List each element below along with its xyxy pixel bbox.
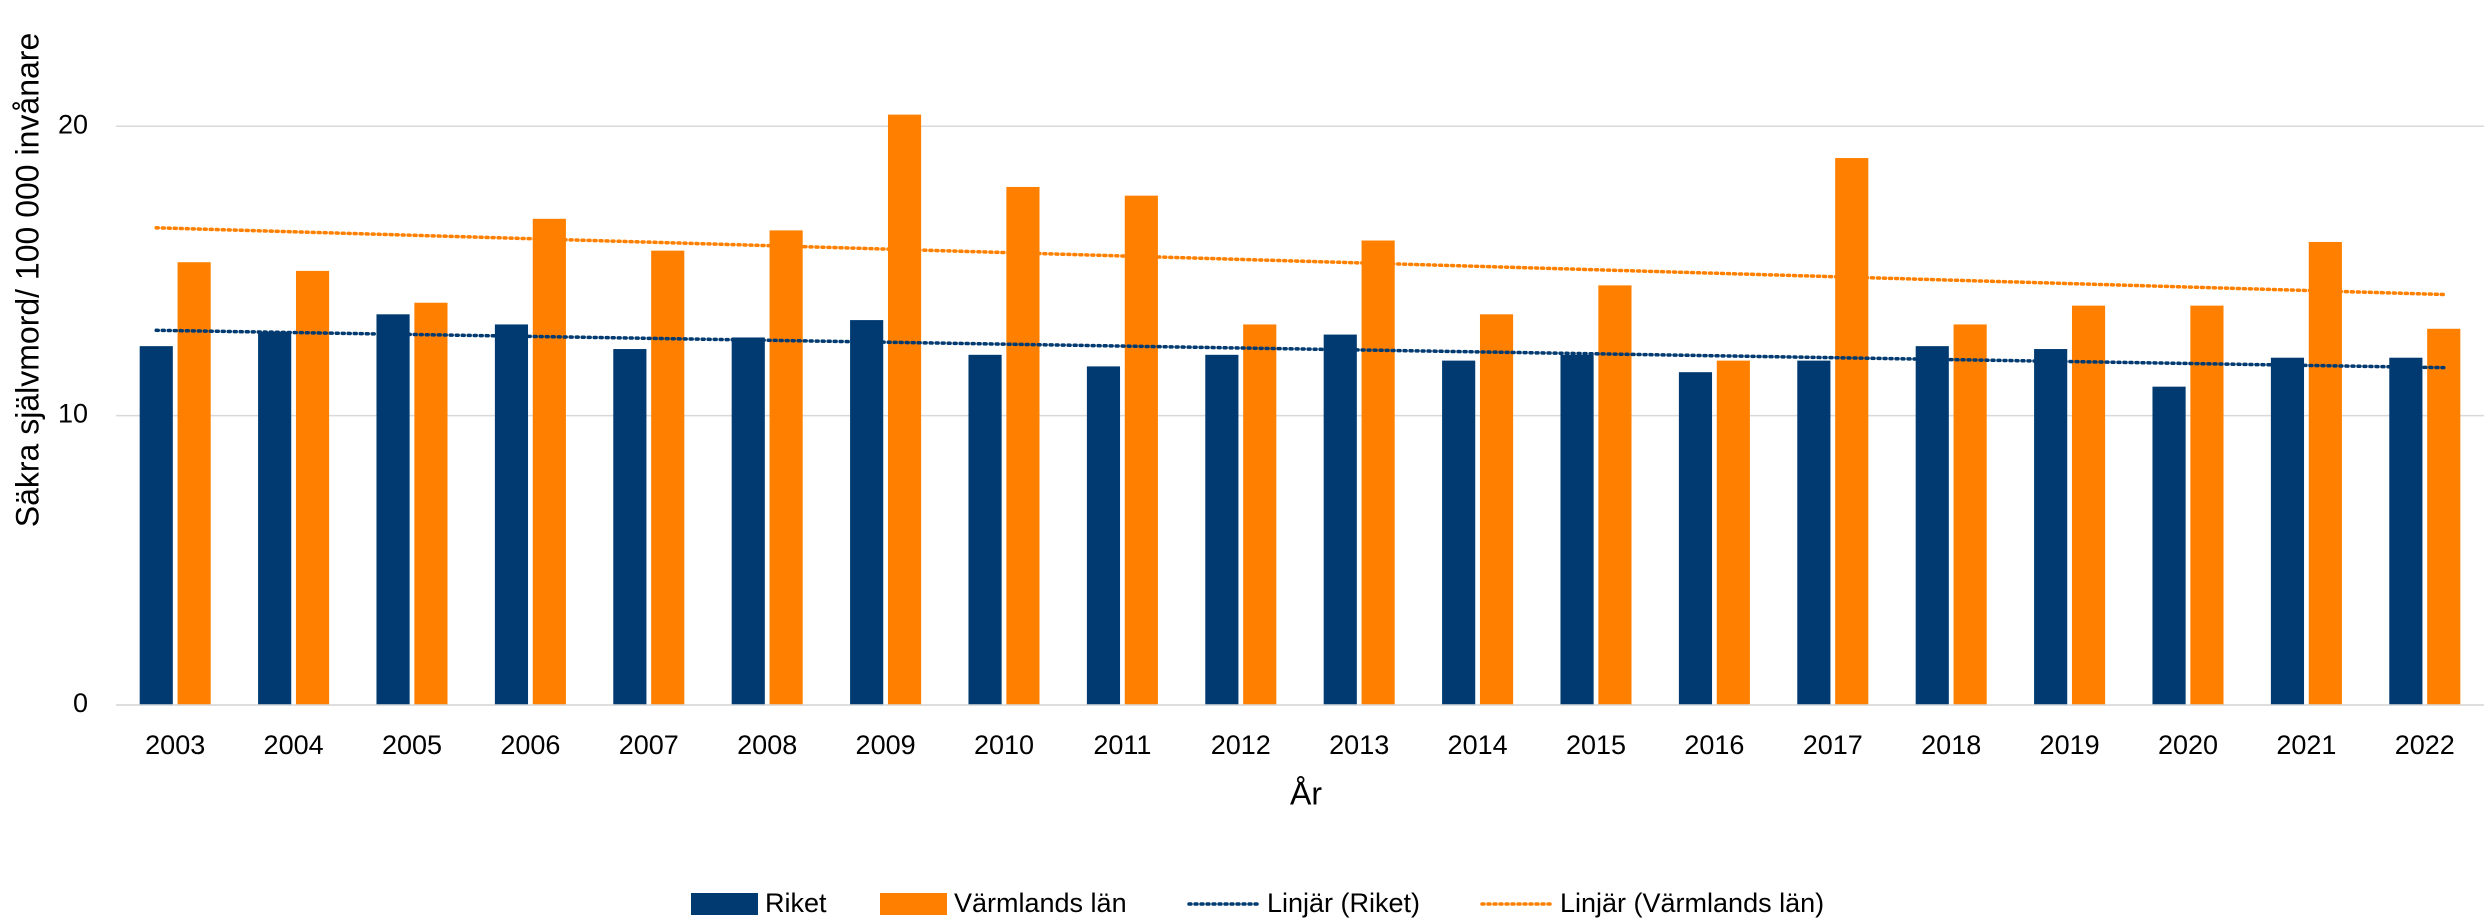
bar [850,320,884,705]
bar [1442,360,1476,705]
y-tick-label: 20 [58,109,88,139]
legend-label: Riket [765,888,827,918]
legend-swatch [880,893,947,915]
x-tick-label: 2022 [2395,730,2455,760]
legend-label: Linjär (Värmlands län) [1560,888,1824,918]
bar [1205,354,1239,705]
x-tick-label: 2010 [974,730,1034,760]
x-tick-label: 2008 [737,730,797,760]
legend-swatch [691,893,758,915]
bar [177,262,211,705]
x-tick-label: 2009 [856,730,916,760]
trendline [154,226,2446,297]
bar [139,346,173,705]
bar [2190,305,2224,705]
bar [295,270,330,705]
bar [1598,285,1632,705]
bar [1006,186,1040,705]
x-tick-label: 2005 [382,730,442,760]
x-tick-label: 2012 [1211,730,1271,760]
bar [2427,328,2461,705]
bar [1797,360,1831,705]
y-tick-label: 10 [58,399,88,429]
x-tick-label: 2011 [1093,730,1151,760]
bar [769,230,803,705]
x-tick-label: 2013 [1329,730,1389,760]
bar [2389,357,2423,705]
bar [968,354,1002,705]
bar [494,324,529,705]
y-tick-label: 0 [73,688,88,718]
x-tick-label: 2015 [1566,730,1626,760]
bar [1086,366,1121,705]
bar [1243,324,1277,705]
bar [731,337,765,705]
x-tick-label: 2021 [2276,730,2336,760]
bar [2308,241,2342,705]
bar [613,349,647,705]
bar [1835,158,1869,705]
x-tick-label: 2019 [2040,730,2100,760]
x-tick-label: 2007 [619,730,679,760]
x-tick-label: 2017 [1803,730,1863,760]
x-tick-label: 2014 [1448,730,1508,760]
bar [2152,386,2186,705]
bar [1361,240,1395,705]
bar [2270,357,2305,705]
x-tick-label: 2006 [500,730,560,760]
bar [1560,354,1594,705]
bar [1953,324,1987,705]
bar [2034,349,2068,705]
legend-label: Linjär (Riket) [1267,888,1420,918]
bar [1323,334,1357,705]
x-tick-label: 2020 [2158,730,2218,760]
bar [1124,195,1158,705]
y-axis-title: Säkra självmord/ 100 000 invånare [9,33,45,528]
x-tick-label: 2004 [264,730,324,760]
x-tick-label: 2003 [145,730,205,760]
x-tick-label: 2018 [1921,730,1981,760]
bar [1716,360,1750,705]
bar [1479,314,1514,705]
legend-label: Värmlands län [954,888,1127,918]
bar [258,331,292,705]
bar [1678,372,1713,705]
x-tick-label: 2016 [1684,730,1744,760]
bar [532,218,566,706]
bar [887,114,922,705]
x-axis-title: År [1290,775,1322,811]
trendline [154,328,2446,370]
bar [651,250,685,705]
bar [2071,305,2106,705]
bar [376,314,410,705]
bar [414,302,448,705]
bar [1915,346,1949,705]
